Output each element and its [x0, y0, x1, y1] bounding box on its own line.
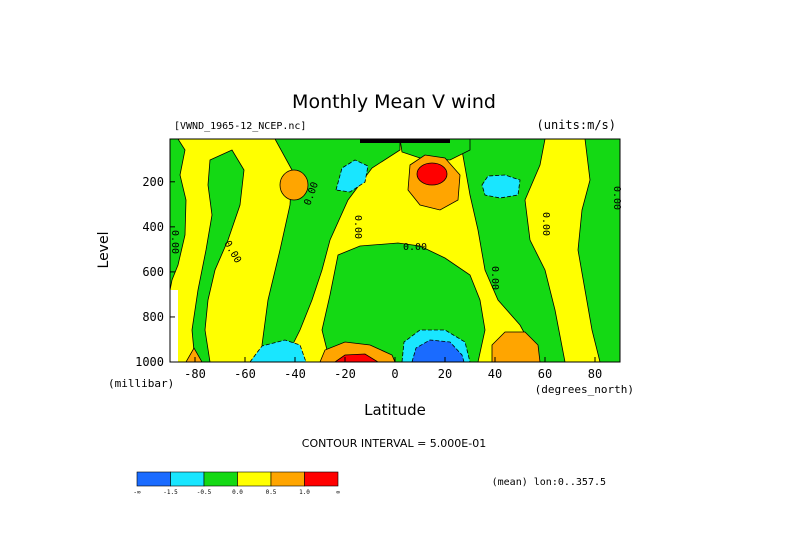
colorbar-swatch — [304, 471, 339, 487]
y-tick-label: 1000 — [135, 355, 164, 369]
region-orange-upper-s — [279, 169, 309, 201]
colorbar-tick-label: 1.0 — [299, 489, 310, 496]
colorbar-tick-label: -0.5 — [197, 489, 212, 496]
y-axis: 200 400 600 800 1000 — [135, 175, 175, 369]
missing-data-patch — [170, 290, 178, 362]
x-tick-label: 80 — [588, 367, 602, 381]
contour-label: 0.00 — [489, 266, 500, 290]
dataset-label: [VWND_1965-12_NCEP.nc] — [174, 121, 306, 132]
x-tick-label: 60 — [538, 367, 552, 381]
colorbar-tick-label: -∞ — [133, 489, 141, 496]
contour-label: 0.00 — [403, 242, 427, 253]
region-cyan-upper-n — [481, 174, 521, 199]
colorbar: -∞ -1.5 -0.5 0.0 0.5 1.0 ∞ — [133, 471, 340, 496]
region-negative-midlat-s — [191, 149, 245, 362]
region-negative-sh — [170, 139, 187, 291]
contour-labels: 0.00 0.00 0.00 0.00 0.00 0.00 0.00 0.00 — [169, 181, 622, 290]
colorbar-swatch — [203, 471, 238, 487]
colorbar-swatch — [136, 471, 171, 487]
top-contour-band — [360, 139, 450, 143]
colorbar-tick-label: ∞ — [336, 489, 340, 496]
region-cyan-surface-s — [249, 339, 307, 362]
x-tick-label: -40 — [284, 367, 306, 381]
colorbar-swatch — [170, 471, 205, 487]
region-orange-surface-n — [491, 331, 541, 362]
x-unit-label: (degrees_north) — [535, 383, 634, 396]
x-tick-label: -20 — [334, 367, 356, 381]
region-negative-tropopause — [399, 139, 471, 161]
contour-label: 0.00 — [611, 186, 622, 210]
units-label: (units:m/s) — [537, 118, 616, 132]
region-cyan-upper-s — [335, 159, 369, 193]
region-negative-polar-n — [577, 139, 620, 362]
colorbar-tick-label: 0.0 — [232, 489, 243, 496]
region-orange-surface-s — [319, 341, 396, 362]
contour-label: 0.00 — [540, 212, 551, 236]
contour-label: 0.00 — [352, 215, 363, 239]
region-red-upper-eq — [416, 162, 448, 186]
y-axis-label: Level — [96, 232, 112, 269]
region-orange-polar-s — [185, 347, 203, 362]
region-blue-surface-eq — [411, 339, 465, 362]
x-tick-label: 40 — [488, 367, 502, 381]
contour-label: 0.00 — [169, 230, 180, 254]
y-tick-label: 800 — [142, 310, 164, 324]
colorbar-tick-label: 0.5 — [266, 489, 277, 496]
chart-title: Monthly Mean V wind — [292, 91, 496, 113]
plot-area — [169, 138, 621, 363]
mean-label: (mean) lon:0..357.5 — [492, 477, 606, 488]
region-red-surface-s — [334, 353, 379, 362]
x-axis: -80 -60 -40 -20 0 20 40 60 80 — [184, 357, 602, 381]
colorbar-swatch — [270, 471, 305, 487]
y-tick-label: 400 — [142, 220, 164, 234]
colorbar-tick-label: -1.5 — [163, 489, 178, 496]
x-tick-label: 20 — [438, 367, 452, 381]
colorbar-swatch — [237, 471, 272, 487]
x-tick-label: 0 — [391, 367, 398, 381]
x-axis-label: Latitude — [364, 401, 426, 419]
y-tick-label: 200 — [142, 175, 164, 189]
contour-interval-label: CONTOUR INTERVAL = 5.000E-01 — [302, 437, 486, 450]
x-tick-label: -60 — [234, 367, 256, 381]
y-tick-label: 600 — [142, 265, 164, 279]
x-tick-label: -80 — [184, 367, 206, 381]
y-unit-label: (millibar) — [108, 377, 174, 390]
